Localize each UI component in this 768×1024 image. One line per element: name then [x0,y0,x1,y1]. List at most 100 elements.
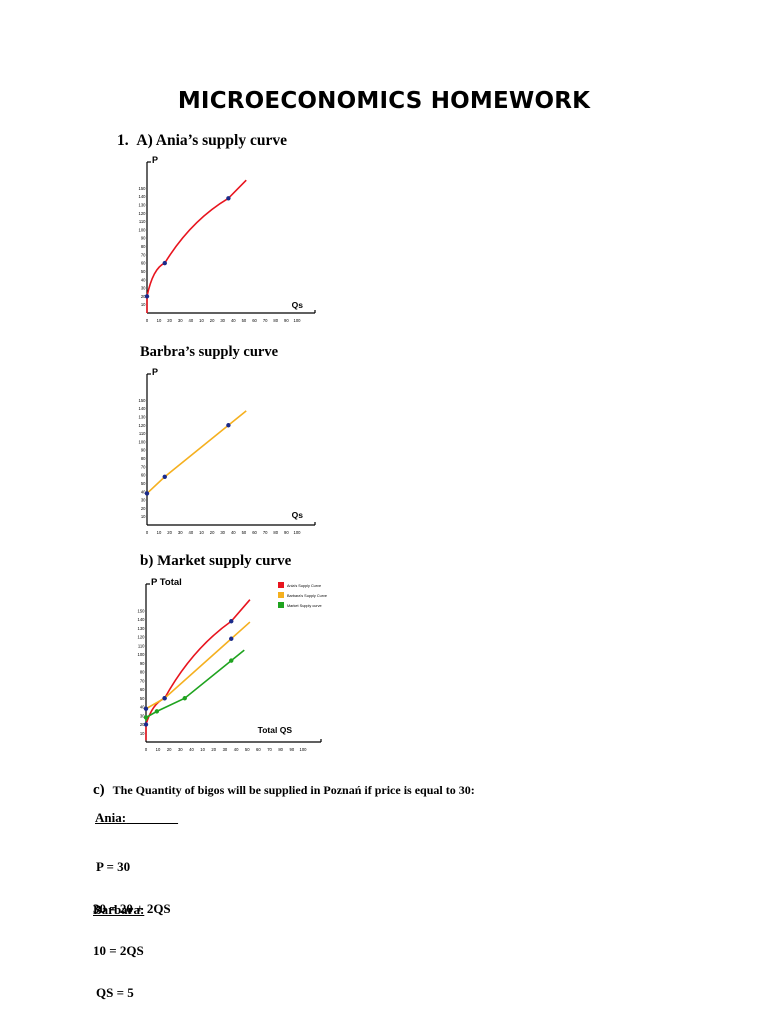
y-tick-label: 150 [139,398,147,403]
section-1-heading: 1. A) Ania’s supply curve [117,132,287,150]
x-tick-label: 20 [210,318,215,323]
x-tick-label: 40 [189,747,194,752]
x-tick-label: 70 [263,318,268,323]
y-axis-label: P [152,155,158,165]
y-tick-label: 20 [141,506,146,511]
y-tick-label: 120 [139,211,147,216]
y-tick-label: 20 [141,294,146,299]
y-tick-label: 70 [141,464,146,469]
x-tick-label: 50 [245,747,250,752]
y-tick-label: 110 [138,643,145,648]
x-axis-label: Total QS [258,725,293,735]
x-tick-label: 60 [252,530,257,535]
x-tick-label: 20 [167,530,172,535]
market-supply-chart: P Total Total QS 10 20 30 40 50 60 70 80 90 100 110 1… [138,577,327,752]
x-tick-label: 30 [223,747,228,752]
legend-label: Market Supply curve [287,604,322,608]
y-tick-label: 90 [140,661,145,666]
legend-swatch [278,592,284,598]
x-tick-label: 20 [167,318,172,323]
y-tick-label: 130 [138,626,146,631]
x-tick-label: 0 [146,318,149,323]
data-point [182,696,187,701]
y-tick-label: 90 [141,236,146,241]
y-tick-label: 60 [141,473,146,478]
x-tick-label: 70 [263,530,268,535]
data-point [229,619,234,624]
y-tick-label: 20 [140,722,145,727]
y-tick-label: 80 [140,670,145,675]
y-axis-label: P Total [151,577,182,588]
x-tick-label: 40 [231,530,236,535]
barbara-label: Barbara: [93,902,145,917]
x-tick-label: 30 [220,318,225,323]
data-point [226,423,231,428]
section-number: 1. [117,132,129,149]
data-point [154,709,160,714]
data-point [229,658,234,663]
series-line [146,179,247,313]
legend-swatch [278,602,284,608]
work-line: 10 = 2QS [93,943,144,958]
x-tick-label: 0 [146,530,149,535]
y-axis-label: P [152,367,158,377]
x-tick-label: 50 [242,530,247,535]
question-c-text: The Quantity of bigos will be supplied i… [112,783,475,797]
x-tick-label: 60 [256,747,261,752]
series-line [146,410,247,494]
x-tick-label: 20 [167,747,172,752]
y-tick-label: 150 [139,186,147,191]
data-point [162,474,167,479]
series-line [145,599,251,741]
data-point [144,294,150,299]
y-tick-label: 50 [141,269,146,274]
data-point [162,260,167,266]
x-tick-label: 50 [242,318,247,323]
x-tick-label: 30 [178,530,183,535]
x-tick-label: 20 [210,530,215,535]
market-supply-heading: b) Market supply curve [140,553,292,569]
y-tick-label: 100 [139,439,147,444]
y-tick-label: 30 [140,713,145,718]
y-tick-label: 60 [141,261,146,266]
y-tick-label: 130 [139,414,147,419]
x-tick-label: 80 [273,530,278,535]
x-tick-label: 0 [145,747,148,752]
x-tick-label: 90 [284,318,289,323]
question-c: c) The Quantity of bigos will be supplied… [93,782,475,799]
y-tick-label: 120 [139,423,147,428]
x-tick-label: 40 [234,747,239,752]
y-tick-label: 110 [139,431,146,436]
legend-label: Barbara's Supply Curve [287,594,327,598]
y-tick-label: 80 [141,456,146,461]
work-line: QS = 5 [96,985,134,1000]
x-tick-label: 100 [300,747,308,752]
x-tick-label: 90 [290,747,295,752]
x-tick-label: 20 [211,747,216,752]
x-tick-label: 100 [294,318,302,323]
page-title: MICROECONOMICS HOMEWORK [177,88,591,114]
y-tick-label: 40 [141,277,146,282]
legend-label: Ania's Supply Curve [287,584,321,588]
data-point [162,696,167,701]
x-tick-label: 10 [199,318,204,323]
y-tick-label: 110 [139,219,146,224]
legend-swatch [278,582,284,588]
y-tick-label: 140 [139,194,147,199]
ania-work: P = 30 30 = 20 + 2QS 10 = 2QS QS = 5 [93,832,171,1014]
x-tick-label: 30 [220,530,225,535]
x-tick-label: 40 [189,530,194,535]
x-tick-label: 80 [273,318,278,323]
x-tick-label: 10 [200,747,205,752]
x-axis-label: Qs [292,300,304,310]
y-tick-label: 10 [141,302,146,307]
data-point [143,715,149,720]
y-tick-label: 140 [139,406,147,411]
ania-label-text: Ania: [95,810,127,825]
x-tick-label: 70 [267,747,272,752]
x-tick-label: 40 [189,318,194,323]
work-line: P = 30 [96,859,131,874]
y-tick-label: 50 [141,481,146,486]
ania-supply-chart: P Qs 10 20 30 40 50 60 70 80 90 100 110 120 130 140 150 0… [139,155,316,323]
x-tick-label: 60 [252,318,257,323]
